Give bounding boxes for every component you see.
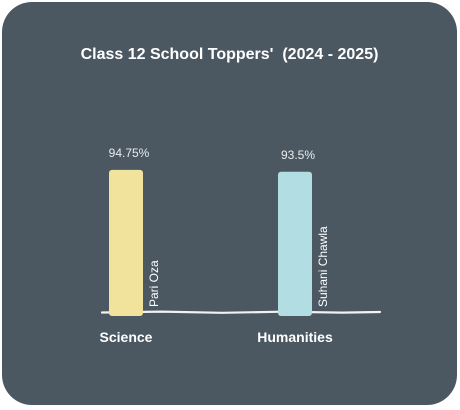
value-label: 93.5% — [281, 148, 315, 162]
bar-name-label: Pari Oza — [147, 260, 161, 307]
bar-name-label: Suhani Chawla — [316, 226, 330, 307]
chart-title: Class 12 School Toppers' (2024 - 2025) — [80, 46, 379, 63]
value-label: 94.75% — [109, 146, 150, 160]
category-label: Science — [100, 329, 153, 345]
chart-card: Class 12 School Toppers' (2024 - 2025) 9… — [2, 2, 457, 405]
baseline — [100, 310, 382, 314]
category-label: Humanities — [257, 329, 333, 345]
bar-humanities — [278, 171, 312, 316]
bar-science — [109, 169, 143, 316]
bar-chart: 94.75% Science Pari Oza 93.5% Humanities Suha… — [100, 146, 382, 345]
